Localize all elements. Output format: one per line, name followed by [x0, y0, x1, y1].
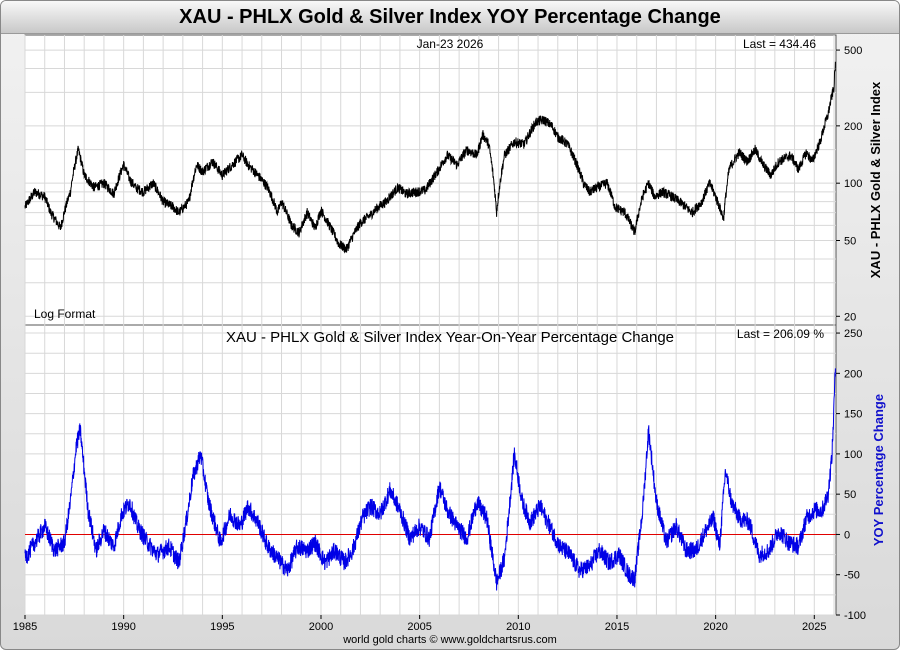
- y-tick-label: -50: [844, 570, 860, 582]
- footer-credit: world gold charts © www.goldchartsrus.co…: [342, 634, 557, 646]
- y-tick-label: 20: [844, 311, 856, 323]
- tick-layer: 20 50 100 200 500 -100 -50 0 50 100 150 200 250 1985 1…: [13, 45, 866, 633]
- top-right-axis-label: XAU - PHLX Gold & Silver Index: [868, 81, 883, 278]
- y-tick-label: 500: [844, 45, 862, 57]
- x-tick-label: 1985: [13, 621, 37, 633]
- x-tick-label: 2025: [802, 621, 826, 633]
- bottom-last-label: Last = 206.09 %: [737, 327, 824, 341]
- y-tick-label: 100: [844, 449, 862, 461]
- bottom-right-axis-label: YOY Percentage Change: [871, 394, 886, 546]
- grid-layer: [24, 35, 836, 616]
- x-tick-label: 2000: [309, 621, 333, 633]
- x-tick-label: 2005: [407, 621, 431, 633]
- price-series-line: [24, 61, 836, 254]
- top-last-label: Last = 434.46: [743, 37, 816, 51]
- y-tick-label: 150: [844, 409, 862, 421]
- y-tick-label: 200: [844, 121, 862, 133]
- x-tick-label: 1995: [210, 621, 234, 633]
- y-tick-label: 200: [844, 368, 862, 380]
- y-tick-label: -100: [844, 610, 866, 622]
- y-tick-label: 250: [844, 328, 862, 340]
- scale-note-label: Log Format: [34, 307, 96, 321]
- y-tick-label: 50: [844, 236, 856, 248]
- bottom-panel: [24, 324, 837, 616]
- top-date-label: Jan-23 2026: [417, 37, 484, 51]
- chart-title: XAU - PHLX Gold & Silver Index YOY Perce…: [1, 1, 899, 34]
- bottom-subtitle: XAU - PHLX Gold & Silver Index Year-On-Y…: [226, 329, 674, 346]
- y-tick-label: 50: [844, 489, 856, 501]
- x-tick-label: 2010: [506, 621, 530, 633]
- y-tick-label: 100: [844, 178, 862, 190]
- x-tick-label: 1990: [111, 621, 135, 633]
- x-tick-label: 2015: [605, 621, 629, 633]
- yoy-series-line: [24, 368, 836, 591]
- y-tick-label: 0: [844, 529, 850, 541]
- x-tick-label: 2020: [703, 621, 727, 633]
